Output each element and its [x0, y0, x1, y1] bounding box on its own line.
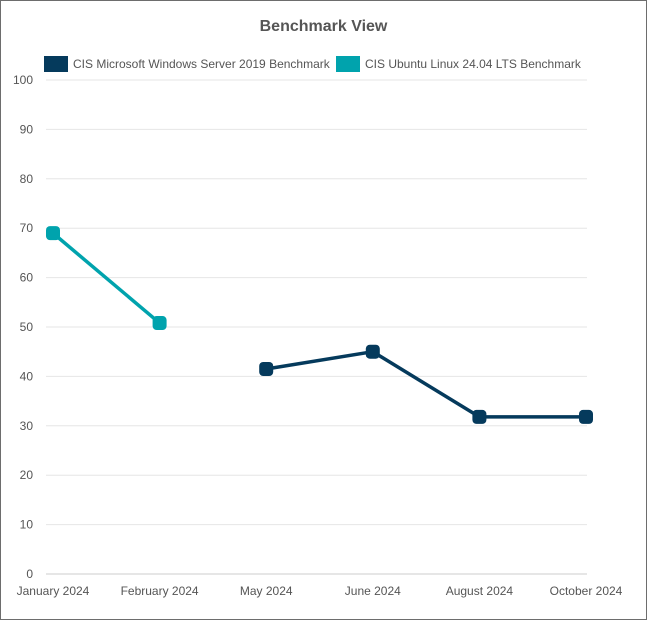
y-tick-label: 80	[20, 172, 34, 186]
series-line	[51, 231, 162, 325]
legend-label-windows: CIS Microsoft Windows Server 2019 Benchm…	[73, 57, 330, 71]
legend-swatch-ubuntu	[336, 56, 360, 72]
x-tick-label: August 2024	[446, 584, 514, 598]
y-tick-label: 70	[20, 221, 34, 235]
x-tick-label: June 2024	[345, 584, 401, 598]
series-layer	[46, 226, 593, 424]
y-tick-label: 60	[20, 271, 34, 285]
data-point	[365, 344, 380, 359]
y-tick-label: 40	[20, 369, 34, 383]
series-0	[259, 344, 593, 424]
data-point	[472, 409, 487, 424]
x-tick-label: October 2024	[550, 584, 623, 598]
y-tick-label: 20	[20, 468, 34, 482]
y-tick-label: 90	[20, 122, 34, 136]
data-point	[579, 409, 593, 424]
y-tick-label: 30	[20, 419, 34, 433]
y-tick-label: 100	[13, 73, 33, 87]
gridlines	[46, 79, 587, 575]
legend-item-ubuntu[interactable]: CIS Ubuntu Linux 24.04 LTS Benchmark	[336, 56, 581, 72]
series-line	[264, 349, 588, 419]
x-tick-label: February 2024	[121, 584, 199, 598]
data-point	[152, 316, 167, 331]
x-tick-label: January 2024	[17, 584, 90, 598]
data-point	[46, 226, 60, 241]
legend-label-ubuntu: CIS Ubuntu Linux 24.04 LTS Benchmark	[365, 57, 581, 71]
y-tick-label: 50	[20, 320, 34, 334]
data-point	[259, 361, 274, 376]
x-axis-ticks: January 2024 February 2024 May 2024 June 20…	[17, 584, 623, 598]
legend-swatch-windows	[44, 56, 68, 72]
y-axis-ticks: 0 10 20 30 40 50 60 70 80 90 100	[13, 73, 33, 581]
x-tick-label: May 2024	[240, 584, 293, 598]
series-1	[46, 226, 167, 331]
y-tick-label: 0	[26, 567, 33, 581]
y-tick-label: 10	[20, 518, 34, 532]
chart-title: Benchmark View	[259, 18, 388, 35]
legend-item-windows[interactable]: CIS Microsoft Windows Server 2019 Benchm…	[44, 56, 330, 72]
